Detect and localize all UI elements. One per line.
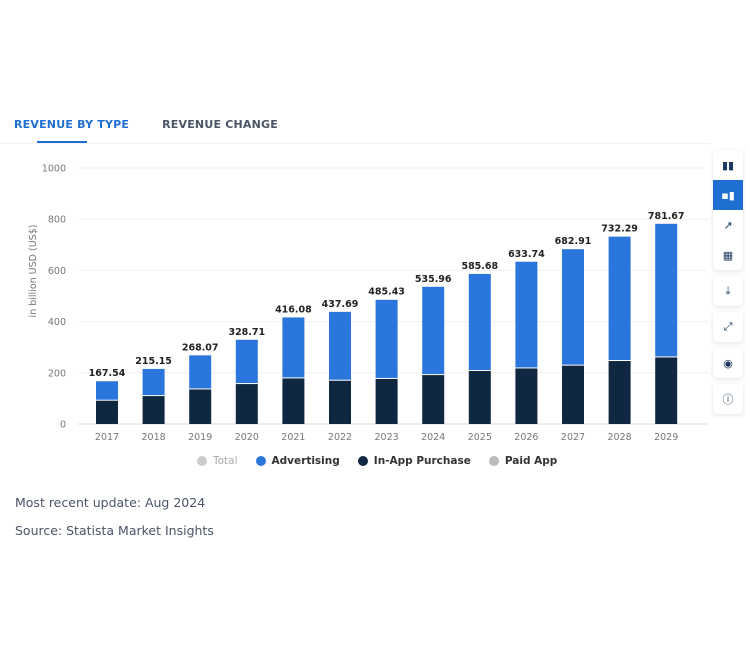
bar-in-app-purchase xyxy=(142,396,165,424)
data-label: 328.71 xyxy=(228,327,265,338)
y-axis-label: in billion USD (US$) xyxy=(28,225,39,318)
update-note: Most recent update: Aug 2024 xyxy=(15,495,206,510)
legend-label: Advertising xyxy=(271,455,340,467)
x-tick-label: 2025 xyxy=(468,432,492,443)
bar-in-app-purchase xyxy=(282,378,305,424)
data-label: 585.68 xyxy=(461,261,498,272)
legend: Total Advertising In-App Purchase Paid A… xyxy=(197,455,557,467)
data-label: 682.91 xyxy=(555,236,592,247)
data-label: 633.74 xyxy=(508,249,545,260)
x-tick-label: 2026 xyxy=(514,432,538,443)
bar-advertising xyxy=(562,249,584,365)
data-label: 167.54 xyxy=(89,368,126,379)
x-tick-label: 2019 xyxy=(188,432,212,443)
bar-advertising xyxy=(189,355,212,389)
x-tick-label: 2028 xyxy=(608,432,632,443)
bar-advertising xyxy=(608,236,631,361)
bar-chart-icon[interactable]: ▮▮ xyxy=(721,158,735,172)
x-tick-label: 2017 xyxy=(95,432,119,443)
x-tick-label: 2018 xyxy=(142,432,166,443)
bar-advertising xyxy=(282,317,305,378)
source-note: Source: Statista Market Insights xyxy=(15,523,214,538)
y-tick-label: 1000 xyxy=(42,164,66,175)
y-tick-label: 400 xyxy=(48,317,66,328)
bar-in-app-purchase xyxy=(422,375,445,424)
legend-dot xyxy=(255,456,266,466)
tab-bar: REVENUE BY TYPE REVENUE CHANGE xyxy=(14,118,278,131)
data-label: 416.08 xyxy=(275,304,312,315)
bar-in-app-purchase xyxy=(468,371,491,424)
bar-in-app-purchase xyxy=(375,378,398,424)
bar-advertising xyxy=(142,368,165,396)
x-tick-label: 2021 xyxy=(281,432,305,443)
data-label: 437.69 xyxy=(322,299,359,310)
x-tick-label: 2029 xyxy=(654,432,678,443)
active-tab-indicator xyxy=(37,141,87,143)
bar-advertising xyxy=(515,261,538,368)
y-tick-label: 600 xyxy=(48,266,66,277)
line-chart-icon[interactable]: ↗ xyxy=(723,218,733,232)
tab-revenue-change[interactable]: REVENUE CHANGE xyxy=(162,118,278,131)
bar-advertising xyxy=(235,339,258,384)
x-tick-label: 2027 xyxy=(561,432,585,443)
download-icon[interactable]: ⤓ xyxy=(725,284,731,297)
bar-advertising xyxy=(655,223,678,357)
fullscreen-icon[interactable]: ⤢ xyxy=(723,320,733,333)
info-icon[interactable]: ⓘ xyxy=(722,393,734,406)
data-label: 268.07 xyxy=(182,342,219,353)
data-label: 732.29 xyxy=(601,224,638,235)
table-icon[interactable]: ▦ xyxy=(722,248,734,262)
x-tick-label: 2020 xyxy=(235,432,259,443)
bar-in-app-purchase xyxy=(515,368,538,424)
data-label: 535.96 xyxy=(415,274,452,285)
x-tick-label: 2022 xyxy=(328,432,352,443)
legend-label: In-App Purchase xyxy=(373,455,471,467)
legend-item-in-app-purchase[interactable]: In-App Purchase xyxy=(357,455,471,467)
bar-advertising xyxy=(422,286,445,375)
data-label: 215.15 xyxy=(135,356,172,367)
x-tick-label: 2023 xyxy=(375,432,399,443)
bar-in-app-purchase xyxy=(608,361,631,424)
x-tick-label: 2024 xyxy=(421,432,445,443)
legend-label: Total xyxy=(213,455,238,467)
bar-in-app-purchase xyxy=(655,357,678,424)
data-label: 781.67 xyxy=(648,211,685,222)
y-tick-label: 0 xyxy=(60,420,66,431)
stacked-bar-icon[interactable]: ▪▮ xyxy=(713,180,743,210)
bar-in-app-purchase xyxy=(96,400,118,424)
bar-advertising xyxy=(96,381,118,400)
divider xyxy=(0,143,710,144)
legend-dot xyxy=(488,456,499,466)
legend-dot xyxy=(197,456,207,466)
y-tick-label: 800 xyxy=(48,215,66,226)
legend-item-paid-app[interactable]: Paid App xyxy=(488,455,558,467)
tab-revenue-by-type[interactable]: REVENUE BY TYPE xyxy=(14,118,130,131)
legend-item-total[interactable]: Total xyxy=(197,455,238,467)
bar-in-app-purchase xyxy=(235,384,258,424)
hide-icon[interactable]: ◉ xyxy=(723,356,733,370)
bar-in-app-purchase xyxy=(329,380,351,424)
stacked-bar-chart: 0 200 400 600 800 1000 167.54 2017 215.15 2018 268… xyxy=(28,164,708,443)
legend-dot xyxy=(357,456,368,466)
legend-label: Paid App xyxy=(504,455,558,467)
bar-in-app-purchase xyxy=(562,365,584,424)
legend-item-advertising[interactable]: Advertising xyxy=(255,455,340,467)
bar-in-app-purchase xyxy=(189,389,212,424)
data-label: 485.43 xyxy=(368,287,405,298)
bar-advertising xyxy=(468,273,491,371)
chart-toolbar: ▮▮ ▪▮ ↗ ▦ ⤓ ⤢ ◉ ⓘ xyxy=(713,150,743,420)
y-tick-label: 200 xyxy=(48,368,66,379)
bar-advertising xyxy=(329,311,351,380)
bar-advertising xyxy=(375,299,398,378)
